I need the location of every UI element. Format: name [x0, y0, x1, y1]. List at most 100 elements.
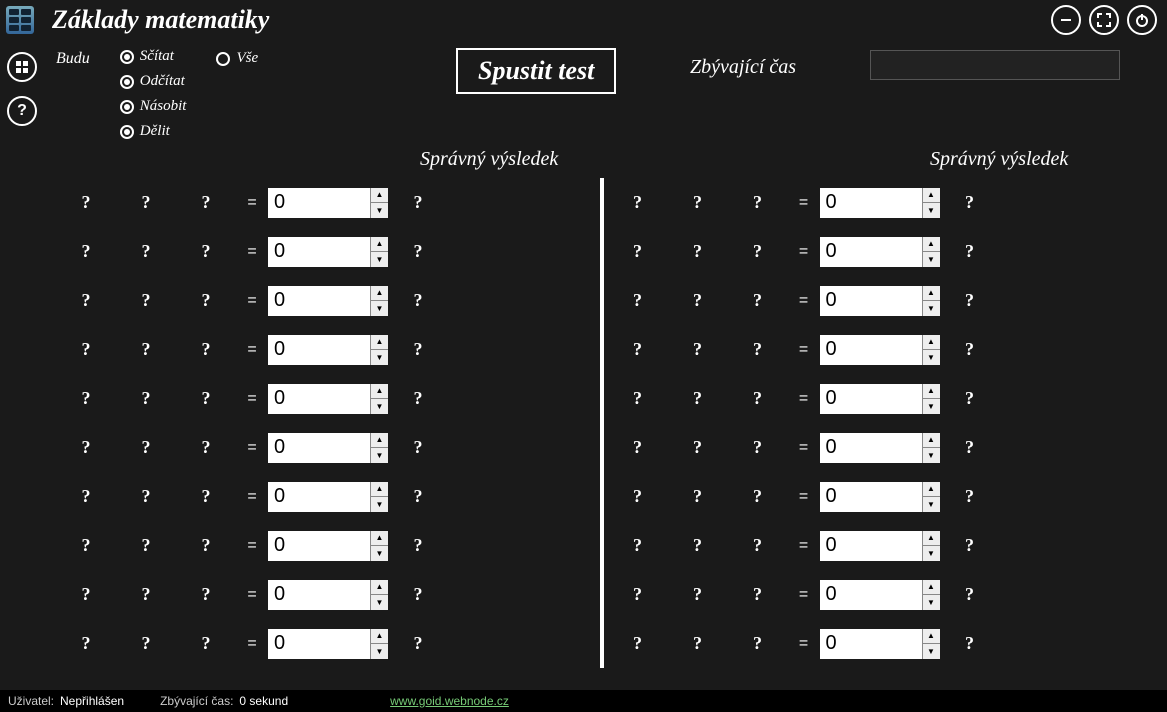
answer-spinner[interactable]: 0▲▼ [820, 433, 940, 463]
operand-cell: ? [56, 486, 116, 507]
spinner-down-icon[interactable]: ▼ [371, 644, 388, 659]
spinner-down-icon[interactable]: ▼ [371, 448, 388, 463]
result-cell: ? [940, 486, 1000, 507]
spinner-down-icon[interactable]: ▼ [923, 203, 940, 218]
spinner-down-icon[interactable]: ▼ [371, 203, 388, 218]
spinner-up-icon[interactable]: ▲ [371, 188, 388, 204]
spinner-down-icon[interactable]: ▼ [923, 399, 940, 414]
operand-cell: ? [668, 241, 728, 262]
answer-spinner[interactable]: 0▲▼ [820, 580, 940, 610]
spinner-up-icon[interactable]: ▲ [923, 188, 940, 204]
answer-spinner[interactable]: 0▲▼ [268, 384, 388, 414]
operand-cell: ? [56, 584, 116, 605]
equals-sign: = [236, 243, 268, 261]
radio-op-1[interactable]: Odčítat [120, 73, 187, 90]
spinner-down-icon[interactable]: ▼ [923, 644, 940, 659]
spinner-down-icon[interactable]: ▼ [371, 595, 388, 610]
answer-spinner[interactable]: 0▲▼ [820, 237, 940, 267]
spinner-down-icon[interactable]: ▼ [371, 497, 388, 512]
spinner-down-icon[interactable]: ▼ [371, 301, 388, 316]
spinner-up-icon[interactable]: ▲ [371, 286, 388, 302]
spinner-up-icon[interactable]: ▲ [371, 629, 388, 645]
spinner-down-icon[interactable]: ▼ [923, 546, 940, 561]
operand-cell: ? [728, 241, 788, 262]
spinner-down-icon[interactable]: ▼ [371, 252, 388, 267]
operand-cell: ? [668, 339, 728, 360]
spinner-down-icon[interactable]: ▼ [923, 252, 940, 267]
radio-op-0[interactable]: Sčítat [120, 48, 187, 65]
answer-spinner[interactable]: 0▲▼ [268, 580, 388, 610]
answer-spinner[interactable]: 0▲▼ [268, 237, 388, 267]
answer-spinner[interactable]: 0▲▼ [820, 335, 940, 365]
spinner-down-icon[interactable]: ▼ [923, 448, 940, 463]
radio-all[interactable]: Vše [216, 50, 258, 67]
spinner-up-icon[interactable]: ▲ [371, 433, 388, 449]
question-row: ???=0▲▼? [56, 619, 596, 668]
operand-cell: ? [728, 437, 788, 458]
radio-op-2[interactable]: Násobit [120, 98, 187, 115]
operand-cell: ? [608, 535, 668, 556]
spinner-up-icon[interactable]: ▲ [923, 531, 940, 547]
spinner-up-icon[interactable]: ▲ [923, 335, 940, 351]
spinner-down-icon[interactable]: ▼ [371, 399, 388, 414]
operand-cell: ? [176, 584, 236, 605]
operand-cell: ? [608, 192, 668, 213]
spinner-up-icon[interactable]: ▲ [371, 531, 388, 547]
question-row: ???=0▲▼? [608, 374, 1148, 423]
spinner-up-icon[interactable]: ▲ [923, 580, 940, 596]
equals-sign: = [788, 537, 820, 555]
spinner-down-icon[interactable]: ▼ [371, 350, 388, 365]
fullscreen-button[interactable] [1089, 5, 1119, 35]
spinner-up-icon[interactable]: ▲ [371, 580, 388, 596]
equals-sign: = [236, 292, 268, 310]
radio-op-3[interactable]: Dělit [120, 123, 187, 140]
power-button[interactable] [1127, 5, 1157, 35]
answer-spinner[interactable]: 0▲▼ [268, 335, 388, 365]
result-cell: ? [388, 241, 448, 262]
question-row: ???=0▲▼? [56, 325, 596, 374]
operand-cell: ? [56, 535, 116, 556]
spinner-down-icon[interactable]: ▼ [923, 497, 940, 512]
spinner-up-icon[interactable]: ▲ [923, 384, 940, 400]
spinner-up-icon[interactable]: ▲ [923, 433, 940, 449]
answer-spinner[interactable]: 0▲▼ [820, 286, 940, 316]
spinner-up-icon[interactable]: ▲ [923, 286, 940, 302]
spinner-up-icon[interactable]: ▲ [371, 384, 388, 400]
spinner-up-icon[interactable]: ▲ [371, 482, 388, 498]
result-cell: ? [388, 339, 448, 360]
spinner-down-icon[interactable]: ▼ [371, 546, 388, 561]
answer-spinner[interactable]: 0▲▼ [268, 286, 388, 316]
status-link[interactable]: www.goid.webnode.cz [390, 694, 509, 708]
answer-spinner[interactable]: 0▲▼ [820, 384, 940, 414]
answer-spinner[interactable]: 0▲▼ [820, 188, 940, 218]
spinner-down-icon[interactable]: ▼ [923, 595, 940, 610]
answer-spinner[interactable]: 0▲▼ [820, 482, 940, 512]
menu-button[interactable] [7, 52, 37, 82]
spinner-down-icon[interactable]: ▼ [923, 301, 940, 316]
answer-spinner[interactable]: 0▲▼ [820, 629, 940, 659]
operand-cell: ? [176, 388, 236, 409]
spinner-up-icon[interactable]: ▲ [923, 629, 940, 645]
operand-cell: ? [728, 192, 788, 213]
minimize-button[interactable] [1051, 5, 1081, 35]
spinner-up-icon[interactable]: ▲ [371, 335, 388, 351]
answer-spinner[interactable]: 0▲▼ [268, 629, 388, 659]
spinner-down-icon[interactable]: ▼ [923, 350, 940, 365]
operand-cell: ? [56, 339, 116, 360]
answer-spinner[interactable]: 0▲▼ [820, 531, 940, 561]
spinner-up-icon[interactable]: ▲ [923, 482, 940, 498]
answer-spinner[interactable]: 0▲▼ [268, 531, 388, 561]
operand-cell: ? [608, 486, 668, 507]
help-button[interactable]: ? [7, 96, 37, 126]
status-user-value: Nepřihlášen [60, 694, 124, 708]
equals-sign: = [788, 439, 820, 457]
spinner-up-icon[interactable]: ▲ [923, 237, 940, 253]
question-row: ???=0▲▼? [56, 521, 596, 570]
status-time-label: Zbývající čas: [160, 694, 233, 708]
answer-spinner[interactable]: 0▲▼ [268, 188, 388, 218]
answer-spinner[interactable]: 0▲▼ [268, 433, 388, 463]
answer-spinner[interactable]: 0▲▼ [268, 482, 388, 512]
start-test-button[interactable]: Spustit test [456, 48, 616, 94]
operand-cell: ? [728, 633, 788, 654]
spinner-up-icon[interactable]: ▲ [371, 237, 388, 253]
